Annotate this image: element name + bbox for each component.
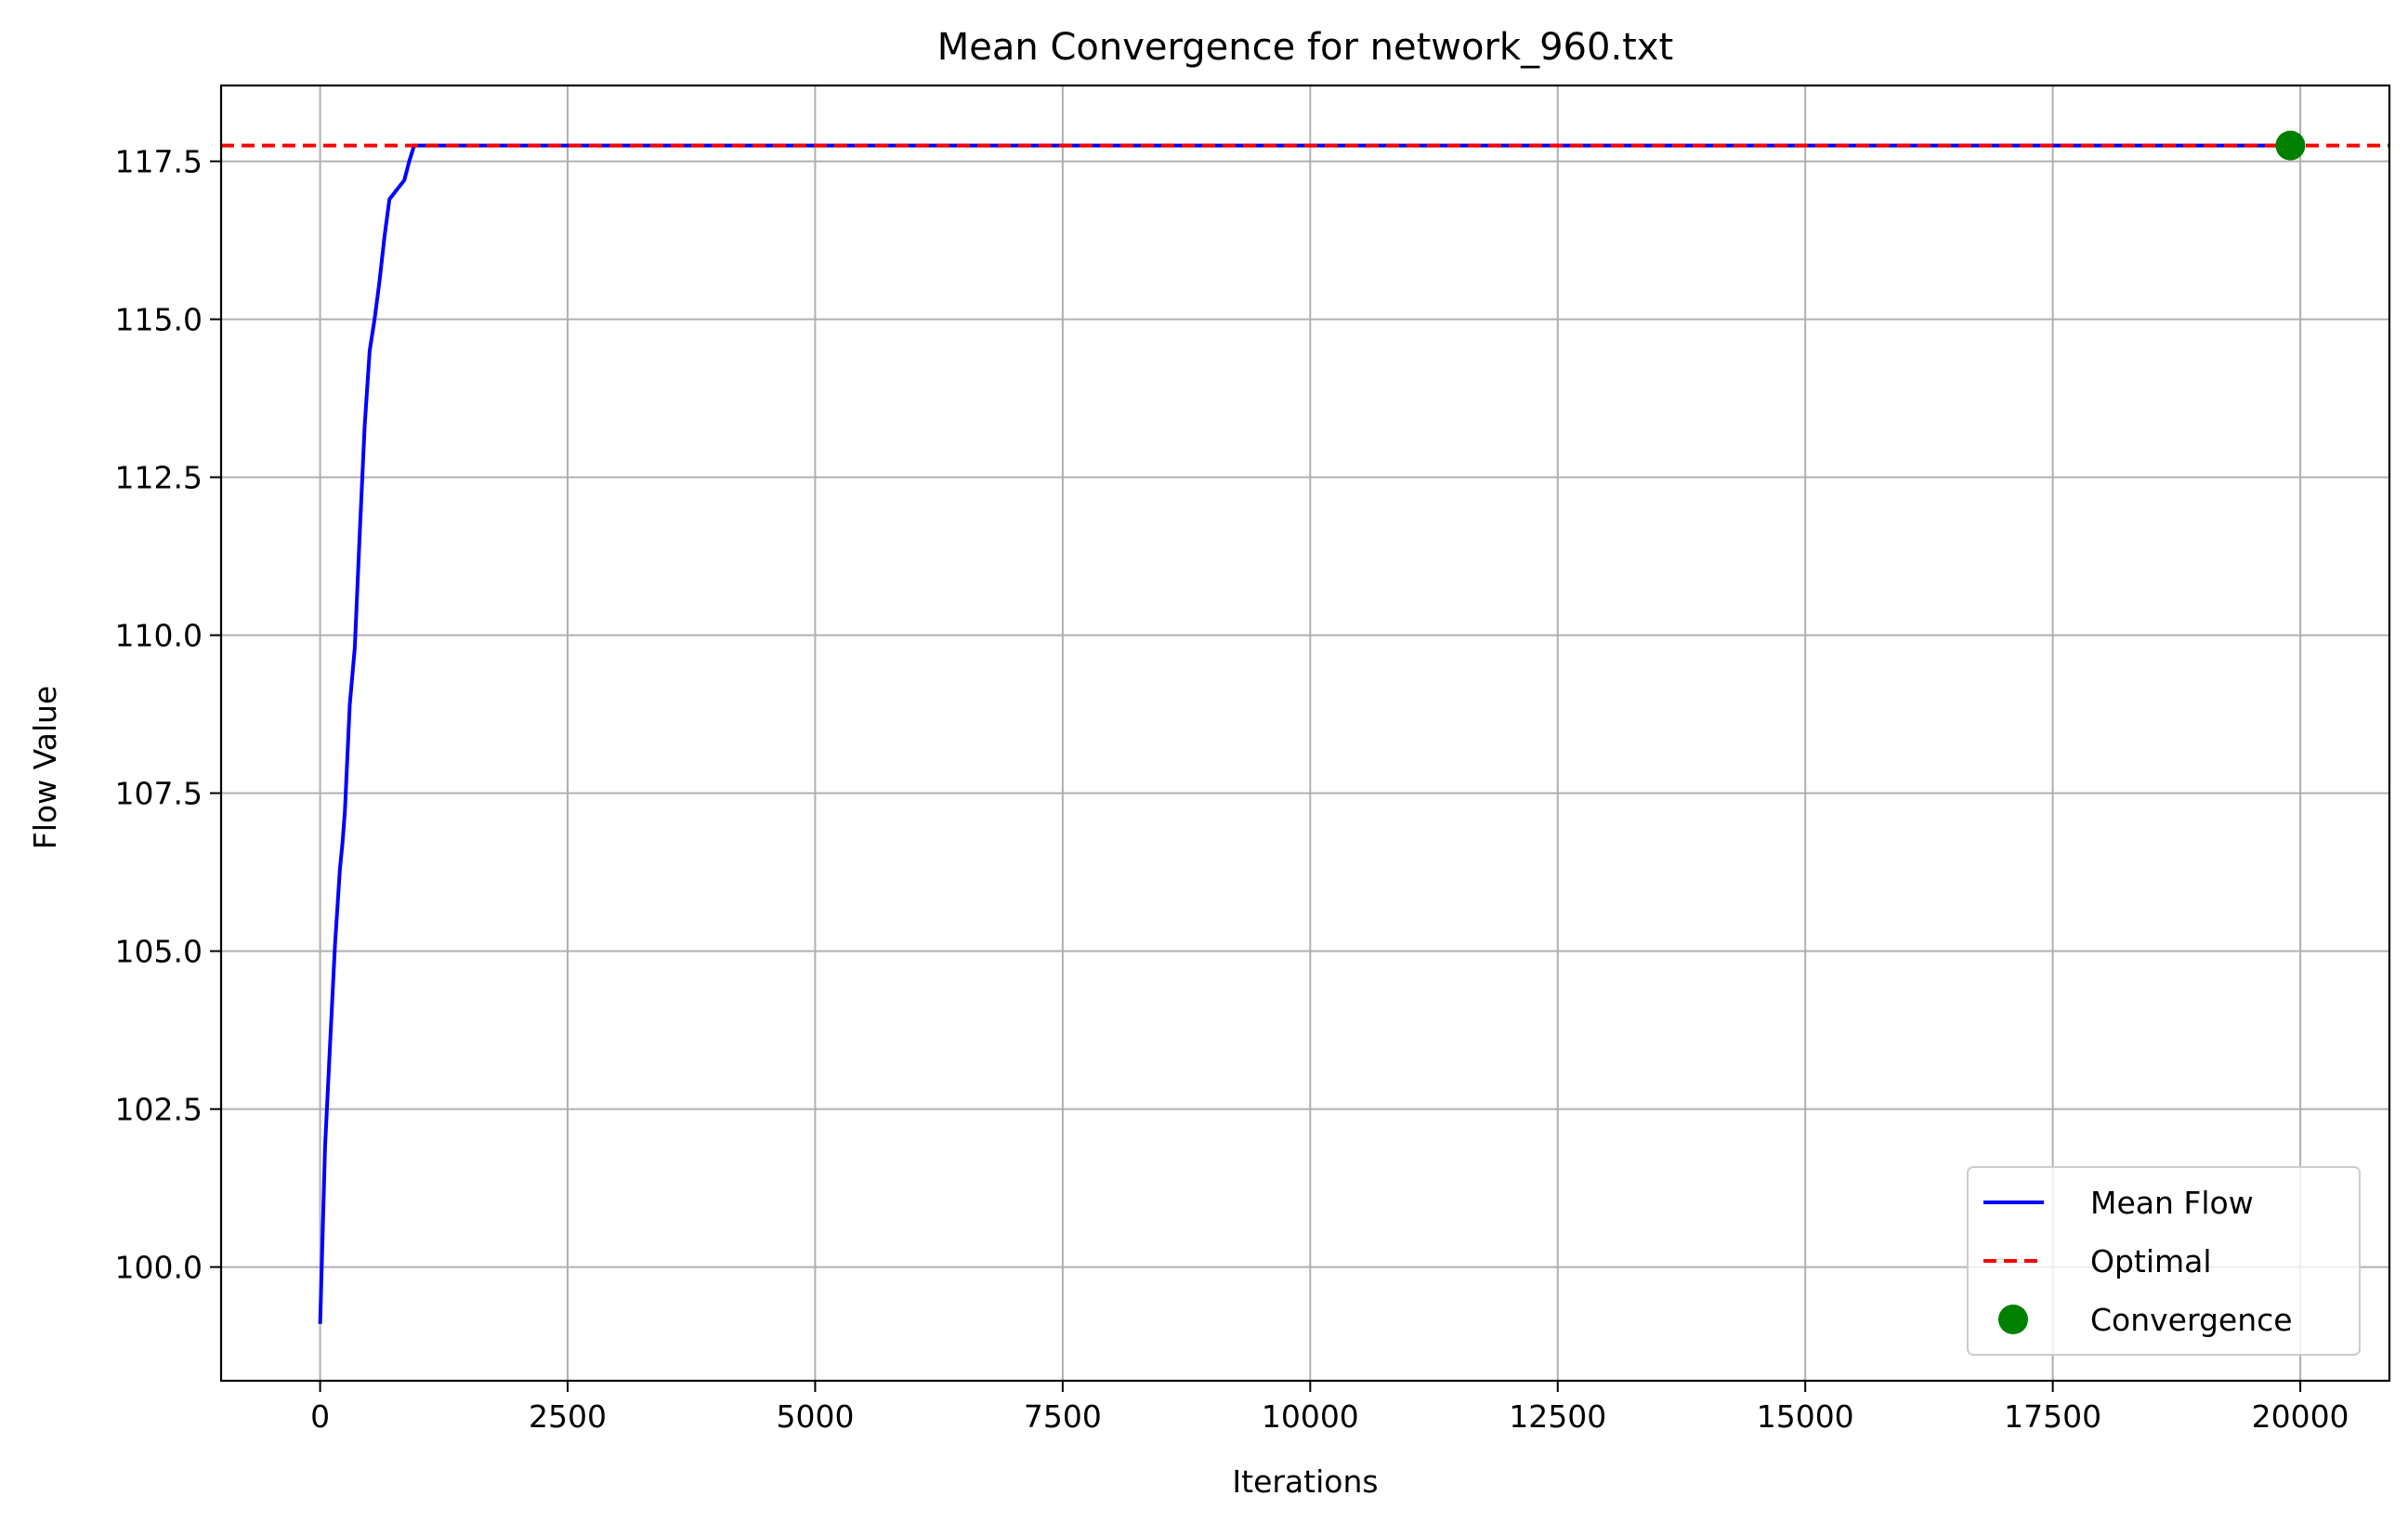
x-tick-label: 17500 [2004, 1398, 2101, 1435]
x-tick-label: 5000 [776, 1398, 854, 1435]
legend-box [1967, 1166, 2361, 1356]
chart-title: Mean Convergence for network_960.txt [937, 26, 1673, 69]
convergence-point [2275, 130, 2306, 161]
x-axis-title: Iterations [1232, 1463, 1378, 1500]
legend: Mean Flow Optimal Convergence [1967, 1166, 2361, 1356]
y-tick-label: 117.5 [115, 144, 203, 180]
x-tick-label: 2500 [529, 1398, 607, 1435]
y-tick-label: 112.5 [115, 460, 203, 496]
legend-optimal-label: Optimal [2090, 1243, 2212, 1279]
y-tick-label: 110.0 [115, 618, 203, 654]
x-tick-label: 20000 [2252, 1398, 2349, 1435]
plot-series [221, 130, 2389, 1324]
y-tick-label: 100.0 [115, 1250, 203, 1286]
y-tick-label: 105.0 [115, 934, 203, 970]
y-axis-ticks: 100.0 102.5 105.0 107.5 110.0 112.5 115.0 117.5 [115, 144, 221, 1286]
x-tick-label: 15000 [1757, 1398, 1854, 1435]
y-tick-label: 102.5 [115, 1092, 203, 1128]
x-axis-ticks: 0 2500 5000 7500 10000 12500 15000 17500 20000 [310, 1381, 2349, 1435]
y-tick-label: 115.0 [115, 302, 203, 338]
x-tick-label: 12500 [1509, 1398, 1606, 1435]
x-tick-label: 7500 [1024, 1398, 1102, 1435]
plot-frame [219, 84, 2391, 1383]
legend-convergence-label: Convergence [2090, 1302, 2293, 1338]
x-tick-label: 10000 [1262, 1398, 1359, 1435]
y-axis-title: Flow Value [27, 686, 63, 849]
x-tick-label: 0 [310, 1398, 330, 1435]
legend-mean-flow-label: Mean Flow [2090, 1185, 2254, 1221]
legend-convergence-marker [1998, 1305, 2028, 1334]
y-tick-label: 107.5 [115, 776, 203, 812]
